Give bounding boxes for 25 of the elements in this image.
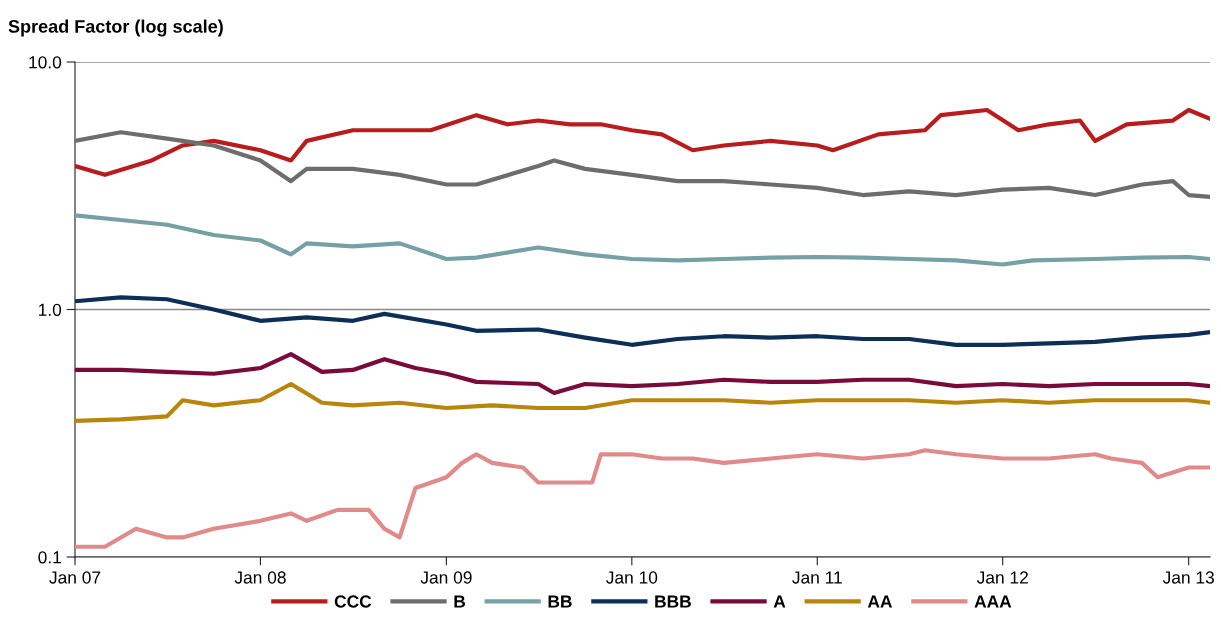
x-tick-label: Jan 07: [49, 571, 101, 584]
x-tick-label: Jan 09: [420, 571, 472, 584]
legend-label: A: [773, 595, 786, 608]
legend-label: B: [454, 595, 466, 608]
line-series: [75, 213, 1210, 267]
line-series: [75, 130, 1210, 200]
x-tick-label: Jan 13: [1162, 571, 1214, 584]
line-series: [75, 295, 1210, 347]
legend-label: BB: [548, 595, 572, 608]
legend-label: CCC: [334, 595, 372, 608]
y-tick-label: 0.1: [38, 551, 61, 564]
legend-label: AA: [867, 595, 893, 608]
y-tick-label: 10.0: [29, 56, 62, 69]
y-tick-label: 1.0: [39, 303, 62, 316]
y-axis-title: Spread Factor (log scale): [8, 19, 223, 37]
legend-label: AAA: [974, 595, 1012, 608]
x-tick-label: Jan 11: [792, 571, 842, 584]
x-tick-label: Jan 12: [976, 571, 1028, 584]
line-series: [75, 352, 1210, 396]
line-series: [75, 448, 1210, 549]
line-series: [75, 381, 1210, 423]
legend-label: BBB: [655, 595, 691, 608]
line-series: [75, 107, 1210, 177]
x-tick-label: Jan 08: [234, 571, 286, 584]
x-tick-label: Jan 10: [606, 571, 658, 584]
